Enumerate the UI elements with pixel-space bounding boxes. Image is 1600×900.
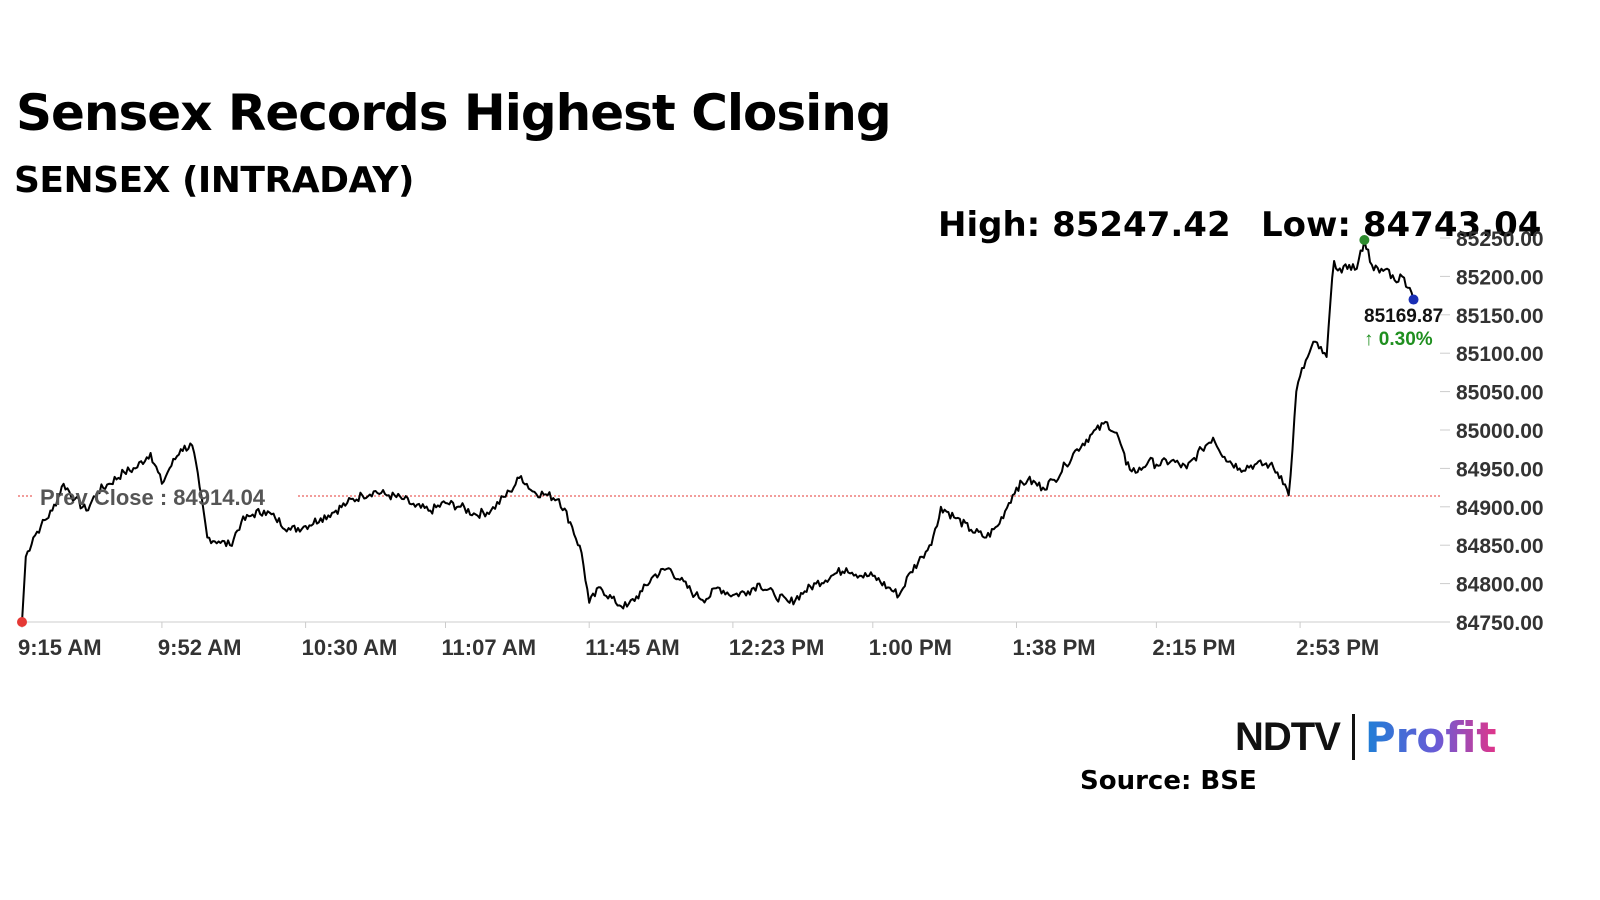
plot-area (17, 234, 1440, 627)
y-tick-label: 84850.00 (1456, 535, 1544, 558)
chart-title: Sensex Records Highest Closing (16, 84, 892, 142)
y-tick-label: 84900.00 (1456, 497, 1544, 520)
change-label: ↑ 0.30% (1364, 329, 1433, 350)
low-stat: Low: 84743.04 (1261, 205, 1542, 245)
x-tick-label: 9:52 AM (158, 635, 242, 660)
high-stat: High: 85247.42 (938, 205, 1231, 245)
open-marker (17, 617, 27, 627)
x-tick-label: 2:53 PM (1296, 635, 1379, 660)
ndtv-profit-logo: NDTV Profit (1235, 712, 1496, 762)
y-tick-label: 85050.00 (1456, 382, 1544, 405)
x-tick-label: 1:38 PM (1012, 635, 1095, 660)
x-tick-label: 2:15 PM (1152, 635, 1235, 660)
prev-close-label-bg (34, 480, 296, 511)
prev-close-label: Prev Close : 84914.04 (40, 485, 266, 510)
high-marker (1359, 234, 1370, 245)
x-tick-label: 1:00 PM (869, 635, 952, 660)
y-tick-label: 84950.00 (1456, 458, 1544, 481)
logo-ndtv: NDTV (1235, 714, 1341, 759)
last-value-label: 85169.87 (1364, 306, 1443, 327)
last-marker (1408, 294, 1419, 305)
x-tick-label: 12:23 PM (729, 635, 824, 660)
price-line (21, 239, 1415, 623)
x-tick-label: 11:07 AM (442, 635, 537, 660)
y-tick-label: 85100.00 (1456, 343, 1544, 366)
y-tick-label: 85150.00 (1456, 305, 1544, 328)
y-tick-label: 84800.00 (1456, 574, 1544, 597)
y-tick-label: 85200.00 (1456, 266, 1544, 289)
chart-subtitle: SENSEX (INTRADAY) (14, 160, 414, 201)
y-tick-label: 85000.00 (1456, 420, 1544, 443)
logo-divider (1351, 714, 1355, 760)
x-tick-label: 11:45 AM (585, 635, 680, 660)
x-tick-label: 9:15 AM (18, 635, 102, 660)
chart-axes (21, 237, 1450, 628)
y-tick-label: 85250.00 (1456, 228, 1544, 251)
y-tick-label: 84750.00 (1456, 612, 1544, 635)
x-tick-label: 10:30 AM (302, 635, 398, 660)
logo-profit: Profit (1364, 712, 1497, 762)
chart-labels: 9:15 AM 9:52 AM 10:30 AM 11:07 AM 11:45 AM 12… (18, 228, 1544, 660)
source-note: Source: BSE (1080, 766, 1257, 796)
